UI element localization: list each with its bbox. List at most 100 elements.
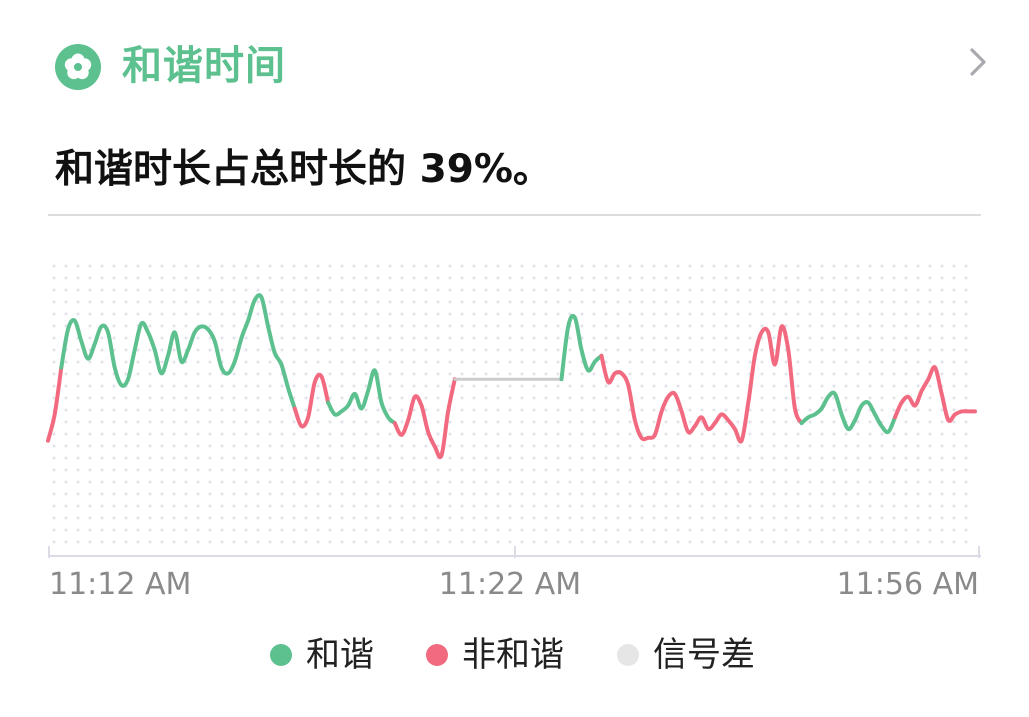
grid-dot — [604, 444, 608, 448]
grid-dot — [892, 516, 896, 520]
grid-dot — [88, 516, 92, 520]
grid-dot — [484, 276, 488, 280]
grid-dot — [868, 384, 872, 388]
grid-dot — [436, 300, 440, 304]
chevron-right-icon[interactable] — [964, 44, 992, 80]
grid-dot — [208, 372, 212, 376]
grid-dot — [460, 456, 464, 460]
grid-dot — [796, 444, 800, 448]
card-header[interactable]: 和谐时间 — [0, 0, 1029, 130]
grid-dot — [340, 396, 344, 400]
grid-dot — [424, 396, 428, 400]
grid-dot — [592, 348, 596, 352]
grid-dot — [268, 372, 272, 376]
grid-dot — [208, 516, 212, 520]
grid-dot — [652, 336, 656, 340]
grid-dot — [76, 468, 80, 472]
grid-dot — [280, 444, 284, 448]
grid-dot — [400, 528, 404, 532]
grid-dot — [712, 324, 716, 328]
grid-dot — [580, 420, 584, 424]
grid-dot — [556, 456, 560, 460]
grid-dot — [544, 516, 548, 520]
grid-dot — [472, 408, 476, 412]
grid-dot — [280, 540, 284, 544]
grid-dot — [460, 264, 464, 268]
flower-icon — [55, 44, 101, 90]
grid-dot — [376, 264, 380, 268]
grid-dot — [280, 276, 284, 280]
grid-dot — [508, 432, 512, 436]
grid-dot — [172, 468, 176, 472]
grid-dot — [124, 348, 128, 352]
grid-dot — [688, 300, 692, 304]
grid-dot — [412, 336, 416, 340]
grid-dot — [484, 288, 488, 292]
grid-dot — [808, 276, 812, 280]
grid-dot — [136, 348, 140, 352]
grid-dot — [952, 288, 956, 292]
grid-dot — [652, 384, 656, 388]
grid-dot — [472, 300, 476, 304]
grid-dot — [352, 288, 356, 292]
grid-dot — [100, 312, 104, 316]
grid-dot — [184, 312, 188, 316]
grid-dot — [448, 300, 452, 304]
grid-dot — [400, 480, 404, 484]
grid-dot — [316, 360, 320, 364]
grid-dot — [748, 432, 752, 436]
grid-dot — [664, 336, 668, 340]
grid-dot — [592, 468, 596, 472]
grid-dot — [160, 528, 164, 532]
grid-dot — [964, 540, 968, 544]
grid-dot — [316, 336, 320, 340]
grid-dot — [484, 408, 488, 412]
grid-dot — [928, 336, 932, 340]
grid-dot — [496, 480, 500, 484]
grid-dot — [760, 516, 764, 520]
grid-dot — [628, 312, 632, 316]
grid-dot — [868, 528, 872, 532]
grid-dot — [820, 540, 824, 544]
grid-dot — [400, 372, 404, 376]
grid-dot — [400, 468, 404, 472]
grid-dot — [832, 540, 836, 544]
grid-dot — [304, 348, 308, 352]
grid-dot — [808, 504, 812, 508]
grid-dot — [928, 384, 932, 388]
grid-dot — [316, 516, 320, 520]
grid-dot — [868, 276, 872, 280]
grid-dot — [640, 264, 644, 268]
grid-dot — [784, 444, 788, 448]
grid-dot — [568, 276, 572, 280]
grid-dot — [232, 264, 236, 268]
grid-dot — [496, 528, 500, 532]
grid-dot — [772, 372, 776, 376]
grid-dot — [196, 420, 200, 424]
grid-dot — [112, 492, 116, 496]
grid-dot — [940, 324, 944, 328]
grid-dot — [100, 516, 104, 520]
grid-dot — [340, 444, 344, 448]
grid-dot — [376, 540, 380, 544]
grid-dot — [856, 300, 860, 304]
grid-dot — [184, 456, 188, 460]
grid-dot — [208, 408, 212, 412]
grid-dot — [256, 528, 260, 532]
grid-dot — [820, 348, 824, 352]
grid-dot — [292, 444, 296, 448]
grid-dot — [784, 540, 788, 544]
grid-dot — [316, 288, 320, 292]
grid-dot — [88, 492, 92, 496]
grid-dot — [64, 504, 68, 508]
grid-dot — [352, 336, 356, 340]
grid-dot — [208, 384, 212, 388]
grid-dot — [904, 372, 908, 376]
grid-dot — [304, 468, 308, 472]
grid-dot — [748, 444, 752, 448]
grid-dot — [208, 288, 212, 292]
grid-dot — [484, 480, 488, 484]
grid-dot — [700, 360, 704, 364]
grid-dot — [808, 396, 812, 400]
grid-dot — [268, 384, 272, 388]
